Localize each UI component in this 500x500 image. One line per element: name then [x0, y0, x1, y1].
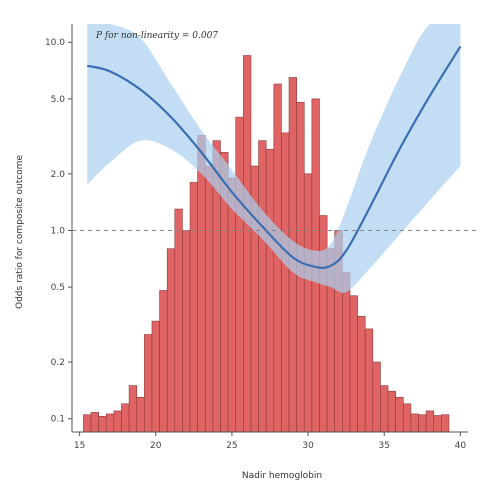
histogram-bar-34	[342, 271, 351, 433]
histogram-bar-0	[83, 414, 92, 433]
y-tick-label-6: 0.1	[51, 415, 65, 425]
histogram-bar-38	[372, 361, 381, 433]
histogram-bar-37	[364, 328, 374, 433]
histogram-bar-26	[281, 132, 290, 433]
x-tick-label-5: 40	[455, 441, 467, 451]
x-tick-label-4: 35	[379, 441, 390, 451]
histogram-bar-24	[265, 148, 275, 433]
y-tick-label-1: 5.0	[51, 95, 66, 105]
y-tick-label-2: 2.0	[51, 170, 66, 180]
histogram-bar-41	[395, 396, 404, 433]
histogram-bar-42	[402, 403, 412, 433]
confidence-band-group	[87, 24, 461, 293]
y-tick-label-3: 1.0	[51, 226, 66, 236]
y-tick-label-0: 10.0	[45, 38, 65, 48]
axes	[71, 24, 468, 433]
histogram-bar-20	[235, 116, 244, 433]
histogram-bar-3	[105, 413, 115, 433]
histogram-bar-31	[319, 215, 328, 433]
histogram-bar-14	[189, 182, 198, 433]
x-axis-label: Nadir hemoglobin	[242, 471, 322, 481]
histogram-bar-10	[159, 290, 168, 433]
x-tick-label-0: 15	[74, 441, 85, 451]
x-tick-label-2: 25	[226, 441, 237, 451]
histogram-bar-45	[425, 410, 435, 433]
histogram-bar-7	[136, 396, 145, 433]
histogram-bar-29	[303, 173, 313, 433]
histogram-bar-2	[98, 415, 107, 433]
histogram-bar-1	[90, 412, 99, 433]
histogram-bar-19	[227, 177, 237, 433]
x-ticks: 15 20 25 30 35 40	[74, 432, 466, 451]
histogram-bar-44	[418, 414, 427, 433]
histogram-bar-6	[128, 385, 138, 433]
y-tick-label-4: 0.5	[51, 283, 65, 293]
histogram-bar-9	[151, 320, 160, 433]
histogram-bar-5	[121, 403, 130, 433]
spline-curve	[86, 45, 462, 269]
spline-curve-group	[86, 45, 462, 269]
y-tick-label-5: 0.2	[51, 358, 65, 368]
x-tick-label-1: 20	[150, 441, 162, 451]
histogram-bar-23	[258, 140, 267, 433]
histogram-bar-36	[357, 315, 366, 433]
histogram-bar-4	[113, 410, 122, 433]
histogram-bar-12	[174, 208, 183, 433]
annotation-text: P for non-linearity = 0.007	[95, 31, 218, 41]
x-tick-label-3: 30	[302, 441, 314, 451]
histogram-bar-39	[380, 385, 389, 433]
y-axis-label: Odds ratio for composite outcome	[15, 155, 25, 309]
histogram-bar-15	[197, 135, 206, 433]
histogram-bar-43	[410, 413, 419, 433]
histogram-bar-21	[243, 55, 252, 433]
histogram-bar-47	[441, 414, 450, 433]
histogram-bar-13	[182, 230, 191, 433]
histogram-bar-11	[166, 248, 176, 433]
y-ticks: 10.0 5.0 2.0 1.0 0.5 0.2 0.1	[45, 38, 72, 425]
confidence-band	[87, 24, 461, 293]
histogram-bar-8	[144, 334, 153, 433]
histogram-bar-35	[349, 295, 358, 433]
histogram-bar-16	[204, 165, 214, 433]
histogram-bar-46	[433, 415, 442, 433]
histogram-bar-40	[387, 390, 396, 433]
